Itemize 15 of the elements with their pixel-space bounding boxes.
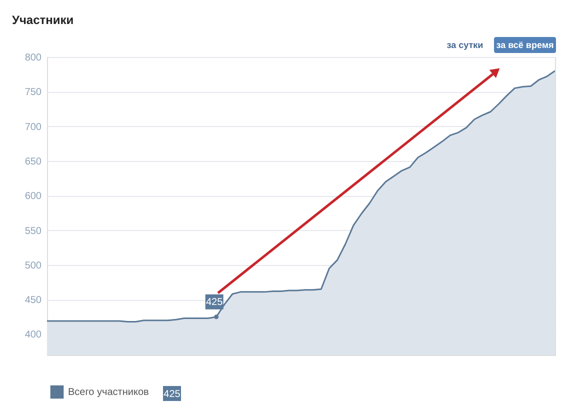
chart-title: Участники: [12, 13, 74, 27]
y-tick-label: 400: [24, 330, 42, 341]
y-tick-label: 700: [24, 122, 42, 133]
y-tick-label: 600: [24, 191, 42, 202]
y-tick-label: 650: [24, 156, 42, 168]
y-tick-label: 800: [24, 52, 42, 64]
annotation: 425: [206, 296, 224, 308]
y-tick-label: 750: [24, 87, 42, 98]
text: за сутки: [446, 40, 484, 50]
y-tick-label: 500: [24, 260, 42, 272]
text: 425: [164, 389, 181, 400]
text: за всё время: [496, 40, 554, 50]
y-tick-label: 450: [24, 295, 42, 306]
legend-label: Всего участников: [68, 387, 149, 398]
y-tick-label: 550: [24, 226, 42, 237]
